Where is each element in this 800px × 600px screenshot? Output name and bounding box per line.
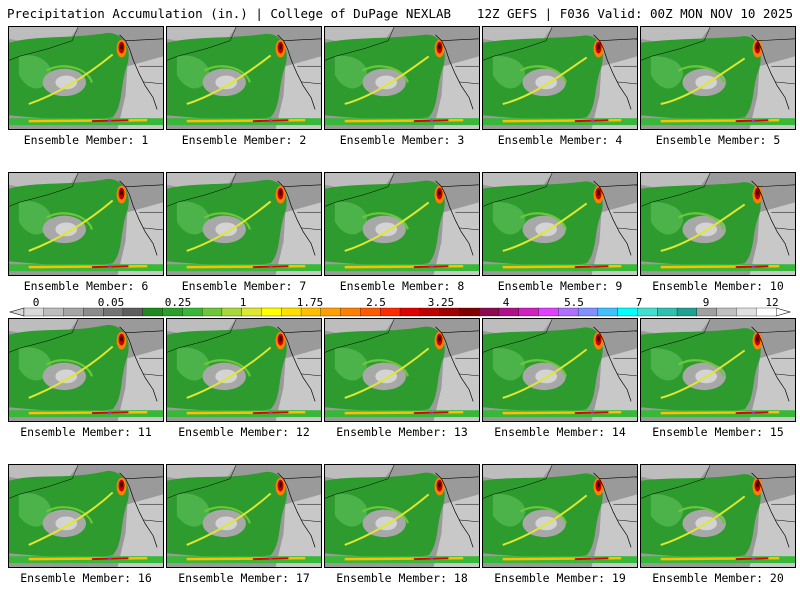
- colorbar-swatch: [380, 307, 401, 317]
- colorbar-swatch: [736, 307, 757, 317]
- colorbar-swatch: [558, 307, 579, 317]
- colorbar-tick-label: 1: [240, 296, 247, 309]
- ensemble-member-label: Ensemble Member: 14: [494, 425, 626, 439]
- colorbar-swatch: [320, 307, 341, 317]
- ensemble-member-map: [482, 464, 638, 568]
- colorbar-swatch: [756, 307, 777, 317]
- colorbar-swatch: [459, 307, 480, 317]
- colorbar-tick-label: 1.75: [297, 296, 324, 309]
- ensemble-member-map: [324, 172, 480, 276]
- colorbar-swatch: [241, 307, 262, 317]
- ensemble-member-label: Ensemble Member: 6: [23, 279, 149, 293]
- colorbar-swatch: [518, 307, 539, 317]
- colorbar-swatch: [182, 307, 203, 317]
- ensemble-member-label: Ensemble Member: 2: [181, 133, 307, 147]
- colorbar-swatch: [83, 307, 104, 317]
- ensemble-member-map: [482, 318, 638, 422]
- ensemble-member-label: Ensemble Member: 9: [497, 279, 623, 293]
- ensemble-member-label: Ensemble Member: 17: [178, 571, 310, 585]
- ensemble-member-label: Ensemble Member: 19: [494, 571, 626, 585]
- colorbar-swatch: [597, 307, 619, 317]
- ensemble-member-label: Ensemble Member: 18: [336, 571, 468, 585]
- colorbar-tick-label: 2.5: [366, 296, 386, 309]
- colorbar-swatch: [676, 307, 698, 317]
- precip-colorbar: 0 0.05 0.25 1 1.75 2.5 3.25 4 5.5 7 9 12: [8, 296, 792, 317]
- colorbar-tick-label: 0.05: [98, 296, 125, 309]
- ensemble-member-map: [482, 26, 638, 130]
- colorbar-tick-label: 7: [636, 296, 643, 309]
- colorbar-swatch: [419, 307, 440, 317]
- colorbar-tick-label: 3.25: [428, 296, 455, 309]
- colorbar-tick-label: 5.5: [564, 296, 584, 309]
- colorbar-tick-label: 0: [33, 296, 40, 309]
- ensemble-member-map: [482, 172, 638, 276]
- colorbar-swatch: [340, 307, 361, 317]
- ensemble-member-label: Ensemble Member: 7: [181, 279, 307, 293]
- ensemble-member-map: [166, 464, 322, 568]
- colorbar-tick-label: 9: [703, 296, 710, 309]
- colorbar-swatch: [696, 307, 717, 317]
- map-title: Precipitation Accumulation (in.) | Colle…: [7, 6, 452, 21]
- ensemble-member-map: [640, 318, 796, 422]
- colorbar-swatch: [399, 307, 421, 317]
- ensemble-member-map: [640, 464, 796, 568]
- ensemble-member-map: [166, 26, 322, 130]
- ensemble-member-label: Ensemble Member: 8: [339, 279, 465, 293]
- colorbar-swatch: [617, 307, 638, 317]
- ensemble-member-label: Ensemble Member: 15: [652, 425, 784, 439]
- model-run-info: 12Z GEFS | F036 Valid: 00Z MON NOV 10 20…: [476, 6, 793, 21]
- colorbar-swatch: [201, 307, 223, 317]
- colorbar-swatch: [281, 307, 302, 317]
- colorbar-swatch: [439, 307, 460, 317]
- ensemble-member-map: [640, 172, 796, 276]
- colorbar-swatch: [577, 307, 599, 317]
- colorbar-swatch: [142, 307, 163, 317]
- colorbar-swatch: [122, 307, 144, 317]
- ensemble-member-label: Ensemble Member: 13: [336, 425, 468, 439]
- colorbar-swatch: [43, 307, 64, 317]
- ensemble-member-map: [8, 464, 164, 568]
- ensemble-member-map: [8, 172, 164, 276]
- ensemble-member-label: Ensemble Member: 11: [20, 425, 152, 439]
- ensemble-member-map: [324, 318, 480, 422]
- colorbar-arrow-right: [775, 307, 792, 317]
- ensemble-member-label: Ensemble Member: 20: [652, 571, 784, 585]
- ensemble-member-label: Ensemble Member: 4: [497, 133, 623, 147]
- colorbar-swatch: [221, 307, 243, 317]
- colorbar-swatch: [162, 307, 183, 317]
- ensemble-member-label: Ensemble Member: 10: [652, 279, 784, 293]
- colorbar-swatch: [538, 307, 559, 317]
- colorbar-swatch: [498, 307, 520, 317]
- colorbar-swatch: [657, 307, 678, 317]
- colorbar-swatch: [23, 307, 45, 317]
- colorbar-tick-label: 12: [765, 296, 778, 309]
- colorbar-arrow-left: [8, 307, 25, 317]
- ensemble-member-label: Ensemble Member: 1: [23, 133, 149, 147]
- colorbar-swatch: [103, 307, 124, 317]
- colorbar-swatch: [261, 307, 282, 317]
- ensemble-member-map: [8, 318, 164, 422]
- ensemble-member-map: [324, 464, 480, 568]
- ensemble-member-label: Ensemble Member: 12: [178, 425, 310, 439]
- colorbar-swatch: [63, 307, 84, 317]
- ensemble-member-label: Ensemble Member: 3: [339, 133, 465, 147]
- ensemble-member-map: [324, 26, 480, 130]
- colorbar-swatch: [716, 307, 737, 317]
- colorbar-swatch: [360, 307, 381, 317]
- ensemble-member-map: [640, 26, 796, 130]
- ensemble-member-label: Ensemble Member: 16: [20, 571, 152, 585]
- ensemble-member-label: Ensemble Member: 5: [655, 133, 781, 147]
- colorbar-tick-label: 4: [503, 296, 510, 309]
- ensemble-member-map: [8, 26, 164, 130]
- colorbar-swatch: [479, 307, 500, 317]
- colorbar-swatch: [637, 307, 658, 317]
- colorbar-swatch: [300, 307, 322, 317]
- colorbar-tick-label: 0.25: [165, 296, 192, 309]
- ensemble-member-map: [166, 318, 322, 422]
- ensemble-member-map: [166, 172, 322, 276]
